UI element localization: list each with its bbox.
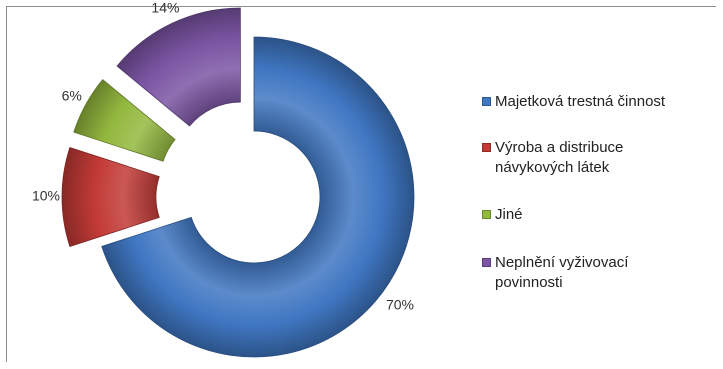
slice-majetkova [101, 36, 415, 358]
legend-item-vyroba: Výroba a distribuce návykových látek [482, 138, 717, 178]
legend-label-vyroba: Výroba a distribuce návykových látek [495, 139, 624, 176]
legend-swatch-neplneni [482, 258, 491, 267]
legend-swatch-majetkova [482, 97, 491, 106]
legend-label-neplneni: Neplnění vyživovací povinnosti [495, 254, 629, 291]
data-label-jine: 6% [62, 87, 82, 103]
legend-label-majetkova: Majetková trestná činnost [495, 93, 666, 110]
legend: Majetková trestná činnost Výroba a distri… [482, 92, 717, 293]
legend-item-neplneni: Neplnění vyživovací povinnosti [482, 253, 717, 293]
data-label-majetkova: 70% [386, 297, 414, 313]
data-label-vyroba: 10% [32, 188, 60, 204]
legend-item-majetkova: Majetková trestná činnost [482, 92, 717, 112]
slice-neplneni [116, 7, 241, 127]
legend-item-jine: Jiné [482, 205, 717, 225]
data-label-neplneni: 14% [151, 0, 179, 15]
legend-swatch-jine [482, 210, 491, 219]
legend-label-jine: Jiné [495, 206, 523, 223]
slice-vyroba [61, 147, 160, 247]
legend-swatch-vyroba [482, 143, 491, 152]
slice-jine [73, 79, 176, 162]
